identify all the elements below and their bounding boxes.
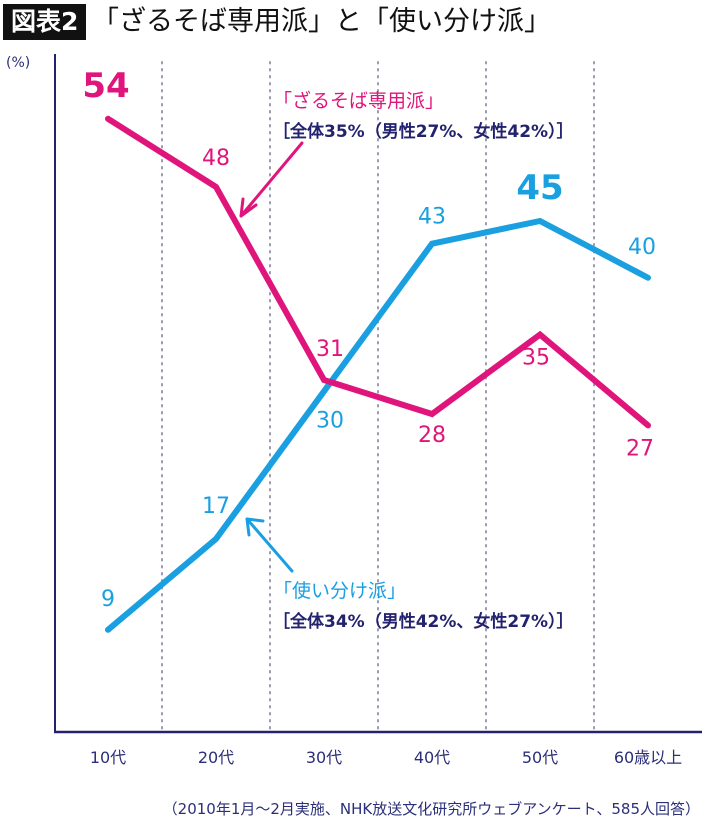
y-axis-unit-label: (%) [6,55,31,71]
data-label: 17 [202,494,230,519]
series-line-zaru [105,115,651,429]
x-tick-label: 50代 [521,748,559,767]
annotation-tsukaiwake-detail: ［全体34%（男性42%、女性27%）］ [273,612,574,632]
x-tick-label: 20代 [197,748,235,767]
annotation-zaru-title: 「ざるそば専用派」 [273,90,445,112]
data-label: 27 [626,436,654,461]
annotation-zaru-detail: ［全体35%（男性27%、女性42%）］ [273,122,574,142]
data-label: 31 [316,337,344,362]
data-label: 28 [418,423,446,448]
data-label: 48 [202,146,230,171]
data-label: 45 [516,168,563,208]
x-tick-label: 60歳以上 [613,748,683,767]
chart-title: 「ざるそば専用派」と「使い分け派」 [92,6,551,37]
data-labels: 54 48 31 28 35 27 9 17 30 43 45 40 [82,66,656,612]
data-label: 9 [101,587,115,612]
data-label: 54 [82,66,129,106]
annotation-arrows [239,141,304,573]
data-label: 35 [522,346,550,371]
data-label: 43 [418,205,446,230]
data-label: 30 [316,408,344,433]
source-note: （2010年1月〜2月実施、NHK放送文化研究所ウェブアンケート、585人回答） [162,800,700,818]
data-label: 40 [628,235,656,260]
series-line-tsukaiwake [105,217,651,633]
annotation-zaru: 「ざるそば専用派」 ［全体35%（男性27%、女性42%）］ [273,86,574,142]
zaru-arrow [239,141,304,218]
x-tick-label: 40代 [413,748,451,767]
figure-number-badge: 図表2 [3,4,87,40]
series-lines [105,115,651,633]
annotation-tsukaiwake: 「使い分け派」 ［全体34%（男性42%、女性27%）］ [273,576,574,632]
x-tick-label: 30代 [305,748,343,767]
axes [54,54,702,734]
annotation-tsukaiwake-title: 「使い分け派」 [273,580,407,602]
x-tick-label: 10代 [89,748,127,767]
tsukaiwake-arrow [245,517,294,573]
